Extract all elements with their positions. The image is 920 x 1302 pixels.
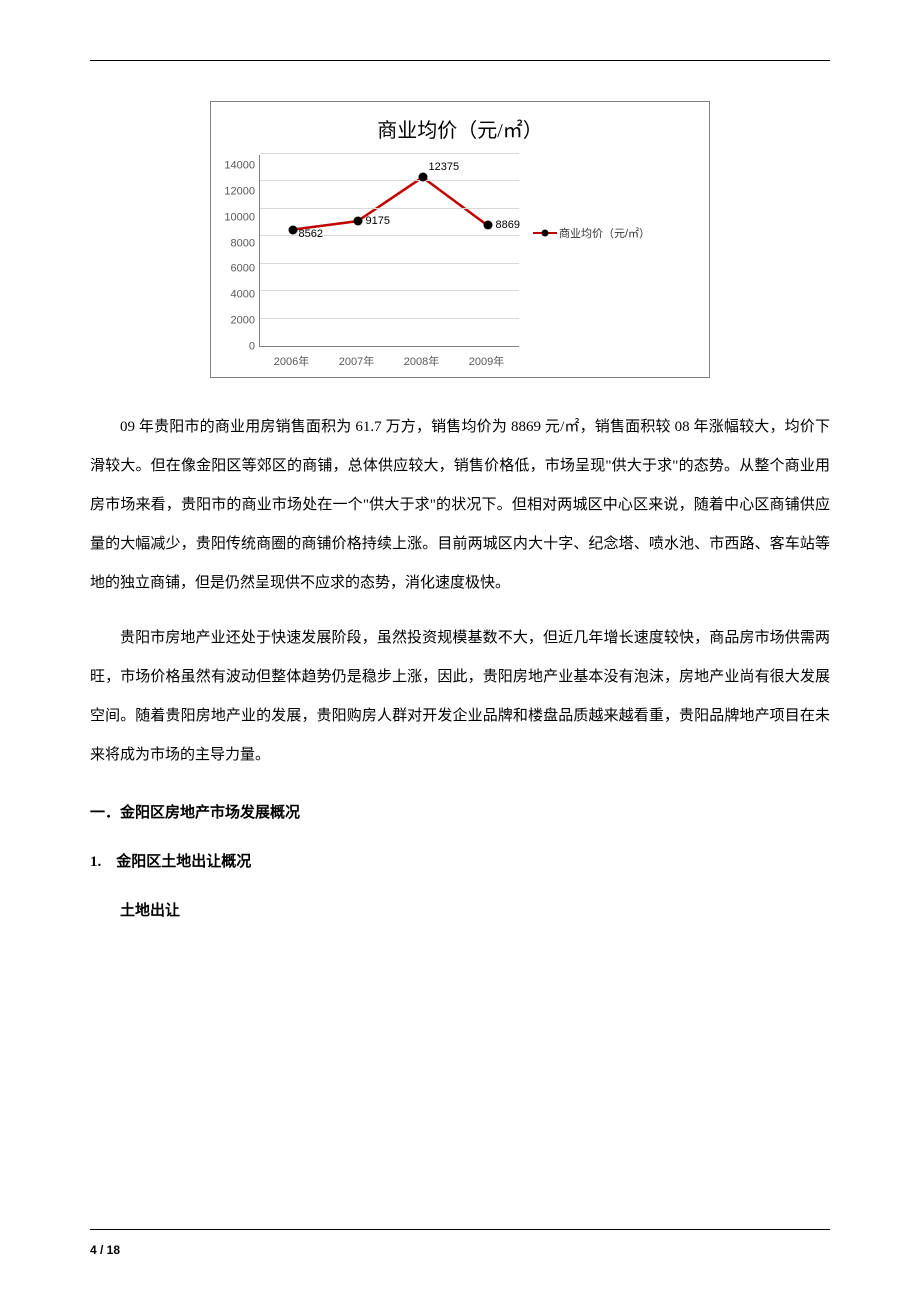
- y-tick: 4000: [221, 290, 255, 301]
- price-chart: 商业均价（元/㎡） 0 2000 4000 6000 8000 10000 12…: [210, 101, 710, 378]
- data-point-icon: [288, 225, 297, 234]
- x-tick: 2008年: [389, 353, 454, 369]
- plot-wrap: 0 2000 4000 6000 8000 10000 12000 14000 …: [221, 155, 519, 369]
- subsection-heading: 1. 金阳区土地出让概况: [90, 846, 830, 879]
- y-tick: 0: [221, 341, 255, 352]
- chart-title: 商业均价（元/㎡）: [221, 114, 699, 143]
- y-tick: 2000: [221, 316, 255, 327]
- x-tick: 2007年: [324, 353, 389, 369]
- x-axis: 2006年 2007年 2008年 2009年: [259, 347, 519, 369]
- y-tick: 12000: [221, 186, 255, 197]
- sub-subsection-heading: 土地出让: [90, 895, 830, 928]
- page-number: 4 / 18: [90, 1243, 120, 1257]
- paragraph-1: 09 年贵阳市的商业用房销售面积为 61.7 万方，销售均价为 8869 元/㎡…: [90, 408, 830, 603]
- footer-rule: [90, 1229, 830, 1230]
- x-tick: 2009年: [454, 353, 519, 369]
- y-tick: 10000: [221, 212, 255, 223]
- document-page: 商业均价（元/㎡） 0 2000 4000 6000 8000 10000 12…: [0, 0, 920, 1302]
- data-point-icon: [418, 173, 427, 182]
- plot-area: 8562 9175 12375 8869: [259, 155, 519, 347]
- data-label: 8869: [496, 219, 520, 231]
- section-heading: 一．金阳区房地产市场发展概况: [90, 797, 830, 830]
- legend-dot-icon: [542, 230, 549, 237]
- y-tick: 6000: [221, 264, 255, 275]
- data-label: 12375: [429, 161, 460, 173]
- y-tick: 14000: [221, 161, 255, 172]
- header-rule: [90, 60, 830, 61]
- data-label: 8562: [299, 228, 323, 240]
- legend-label: 商业均价（元/㎡）: [559, 225, 650, 241]
- legend-marker-icon: [533, 232, 557, 234]
- data-point-icon: [483, 221, 492, 230]
- y-tick: 8000: [221, 238, 255, 249]
- paragraph-2: 贵阳市房地产业还处于快速发展阶段，虽然投资规模基数不大，但近几年增长速度较快，商…: [90, 619, 830, 775]
- y-axis: 0 2000 4000 6000 8000 10000 12000 14000: [221, 155, 259, 347]
- chart-legend: 商业均价（元/㎡）: [533, 225, 650, 241]
- chart-body: 0 2000 4000 6000 8000 10000 12000 14000 …: [221, 155, 699, 369]
- data-label: 9175: [366, 215, 390, 227]
- data-point-icon: [353, 217, 362, 226]
- x-tick: 2006年: [259, 353, 324, 369]
